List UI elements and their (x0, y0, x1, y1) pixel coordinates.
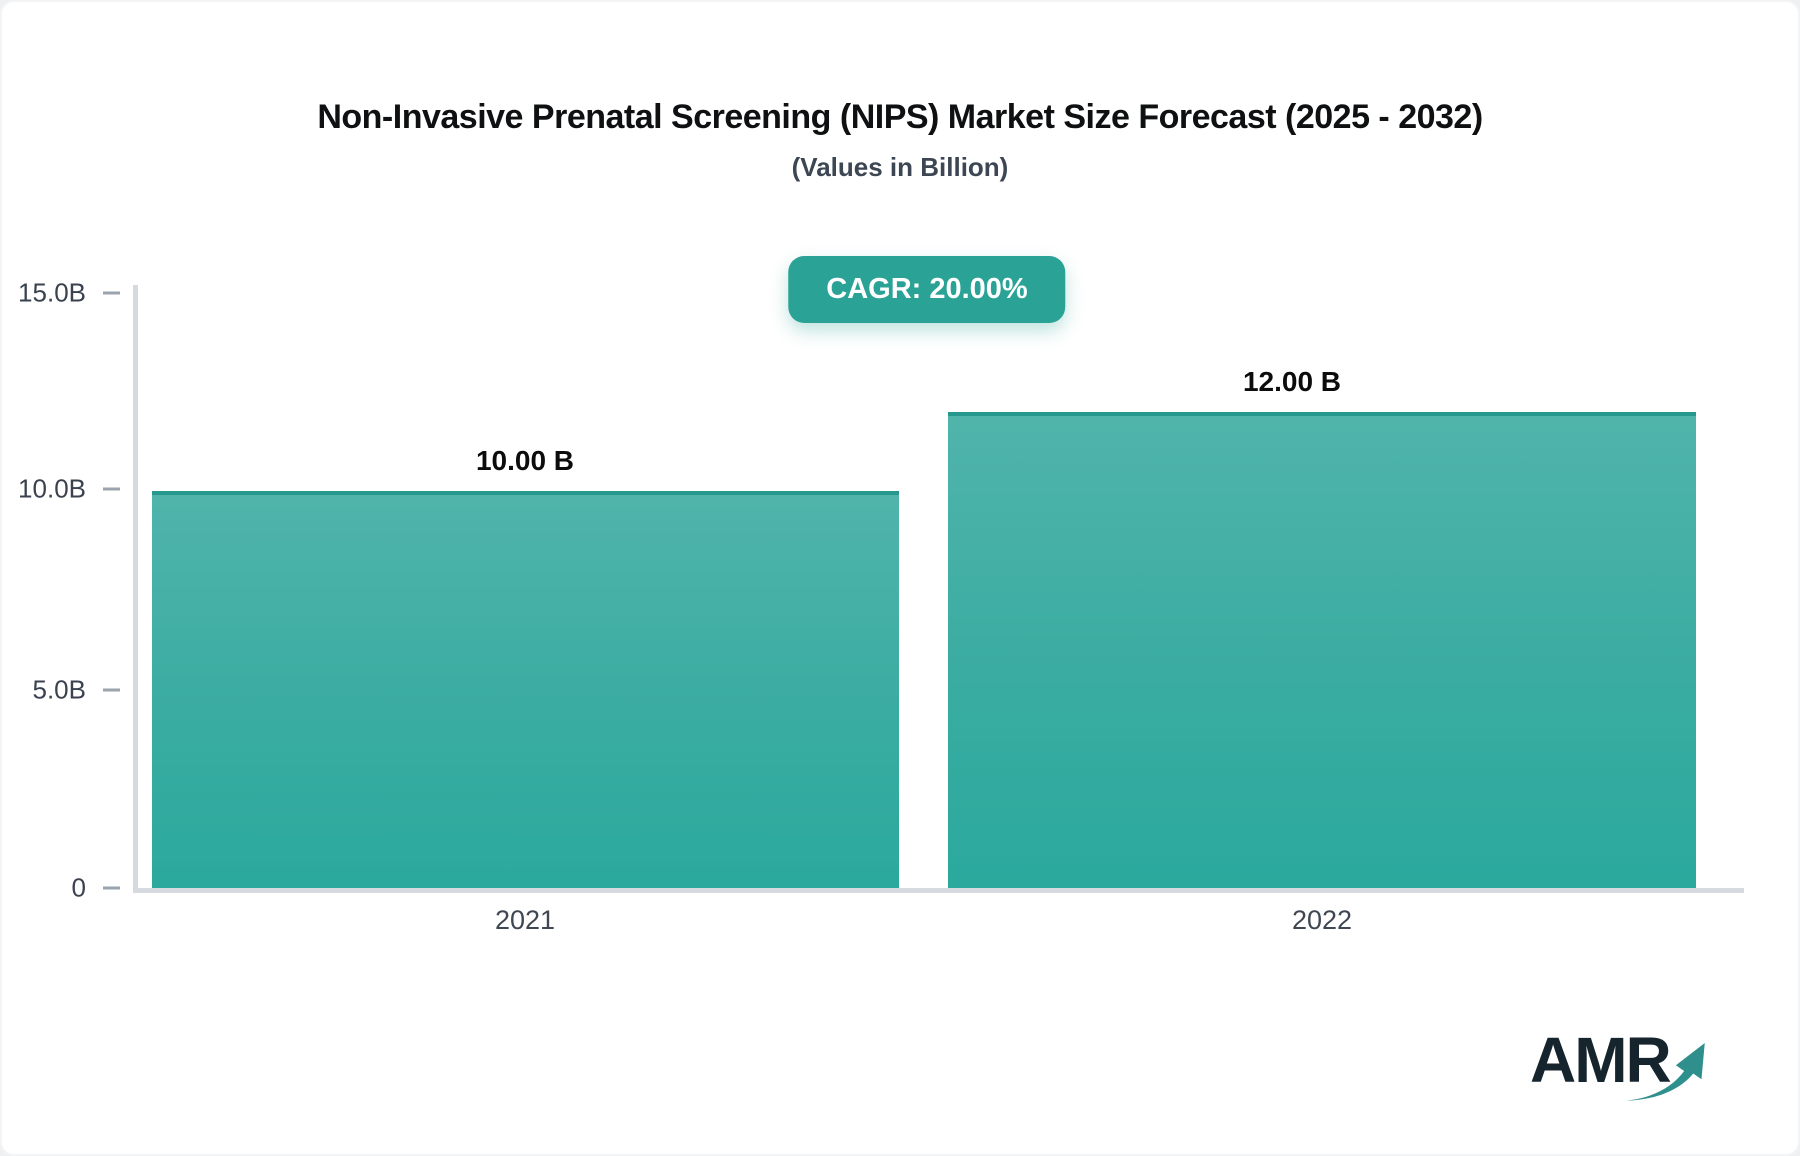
bar-2022 (948, 412, 1696, 888)
y-axis-tick-mark (103, 487, 120, 491)
amr-logo-text: AMR (1530, 1024, 1672, 1096)
bar-value-label-2022: 12.00 B (1242, 366, 1342, 397)
x-axis-label-2022: 2022 (1291, 905, 1353, 935)
y-axis-tick-label: 15.0B (18, 277, 86, 308)
chart-subtitle: (Values in Billion) (791, 152, 1009, 182)
chart-title: Non-Invasive Prenatal Screening (NIPS) M… (317, 98, 1483, 136)
amr-logo: AMR (1530, 1024, 1705, 1101)
y-axis-line (133, 285, 138, 892)
y-axis-tick-label: 5.0B (32, 674, 87, 705)
y-axis-tick-mark (103, 886, 120, 890)
x-axis-line (133, 888, 1744, 893)
y-axis-tick-mark (103, 291, 120, 295)
cagr-badge: CAGR: 20.00% (788, 256, 1066, 323)
bar-value-label-2021: 10.00 B (475, 445, 575, 477)
x-axis-label-2021: 2021 (494, 905, 556, 935)
y-axis-tick-label: 10.0B (18, 473, 86, 504)
y-axis-tick-mark (103, 688, 120, 692)
bar-2021 (152, 491, 899, 888)
growth-arrow-icon (1626, 1042, 1705, 1101)
y-axis-tick-label: 0 (71, 872, 86, 903)
